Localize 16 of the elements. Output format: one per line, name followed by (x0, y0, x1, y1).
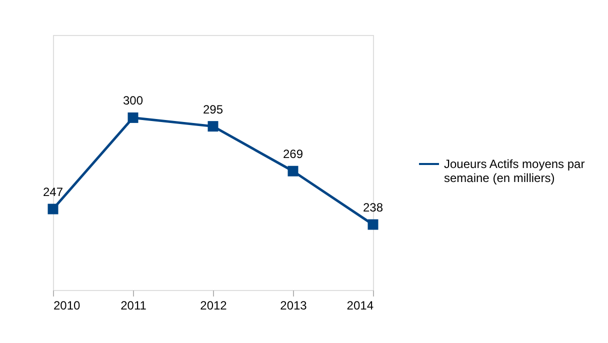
point (48, 204, 58, 214)
legend-label: Joueurs Actifs moyens par semaine (en milliers) (444, 157, 585, 185)
data-label: 295 (202, 102, 224, 116)
data-label: 300 (122, 94, 144, 108)
data-label: 269 (282, 147, 304, 162)
x-tick-label: 2010 (54, 298, 81, 312)
point (128, 112, 138, 123)
point (208, 121, 218, 132)
point (368, 219, 378, 230)
x-tick-label: 2012 (200, 298, 228, 312)
x-tick-label: 2011 (120, 298, 147, 312)
point (288, 166, 298, 176)
x-tick-label: 2014 (346, 298, 374, 312)
x-tick-label: 2013 (280, 298, 308, 312)
data-label: 247 (42, 185, 64, 200)
data-label: 238 (362, 200, 384, 215)
